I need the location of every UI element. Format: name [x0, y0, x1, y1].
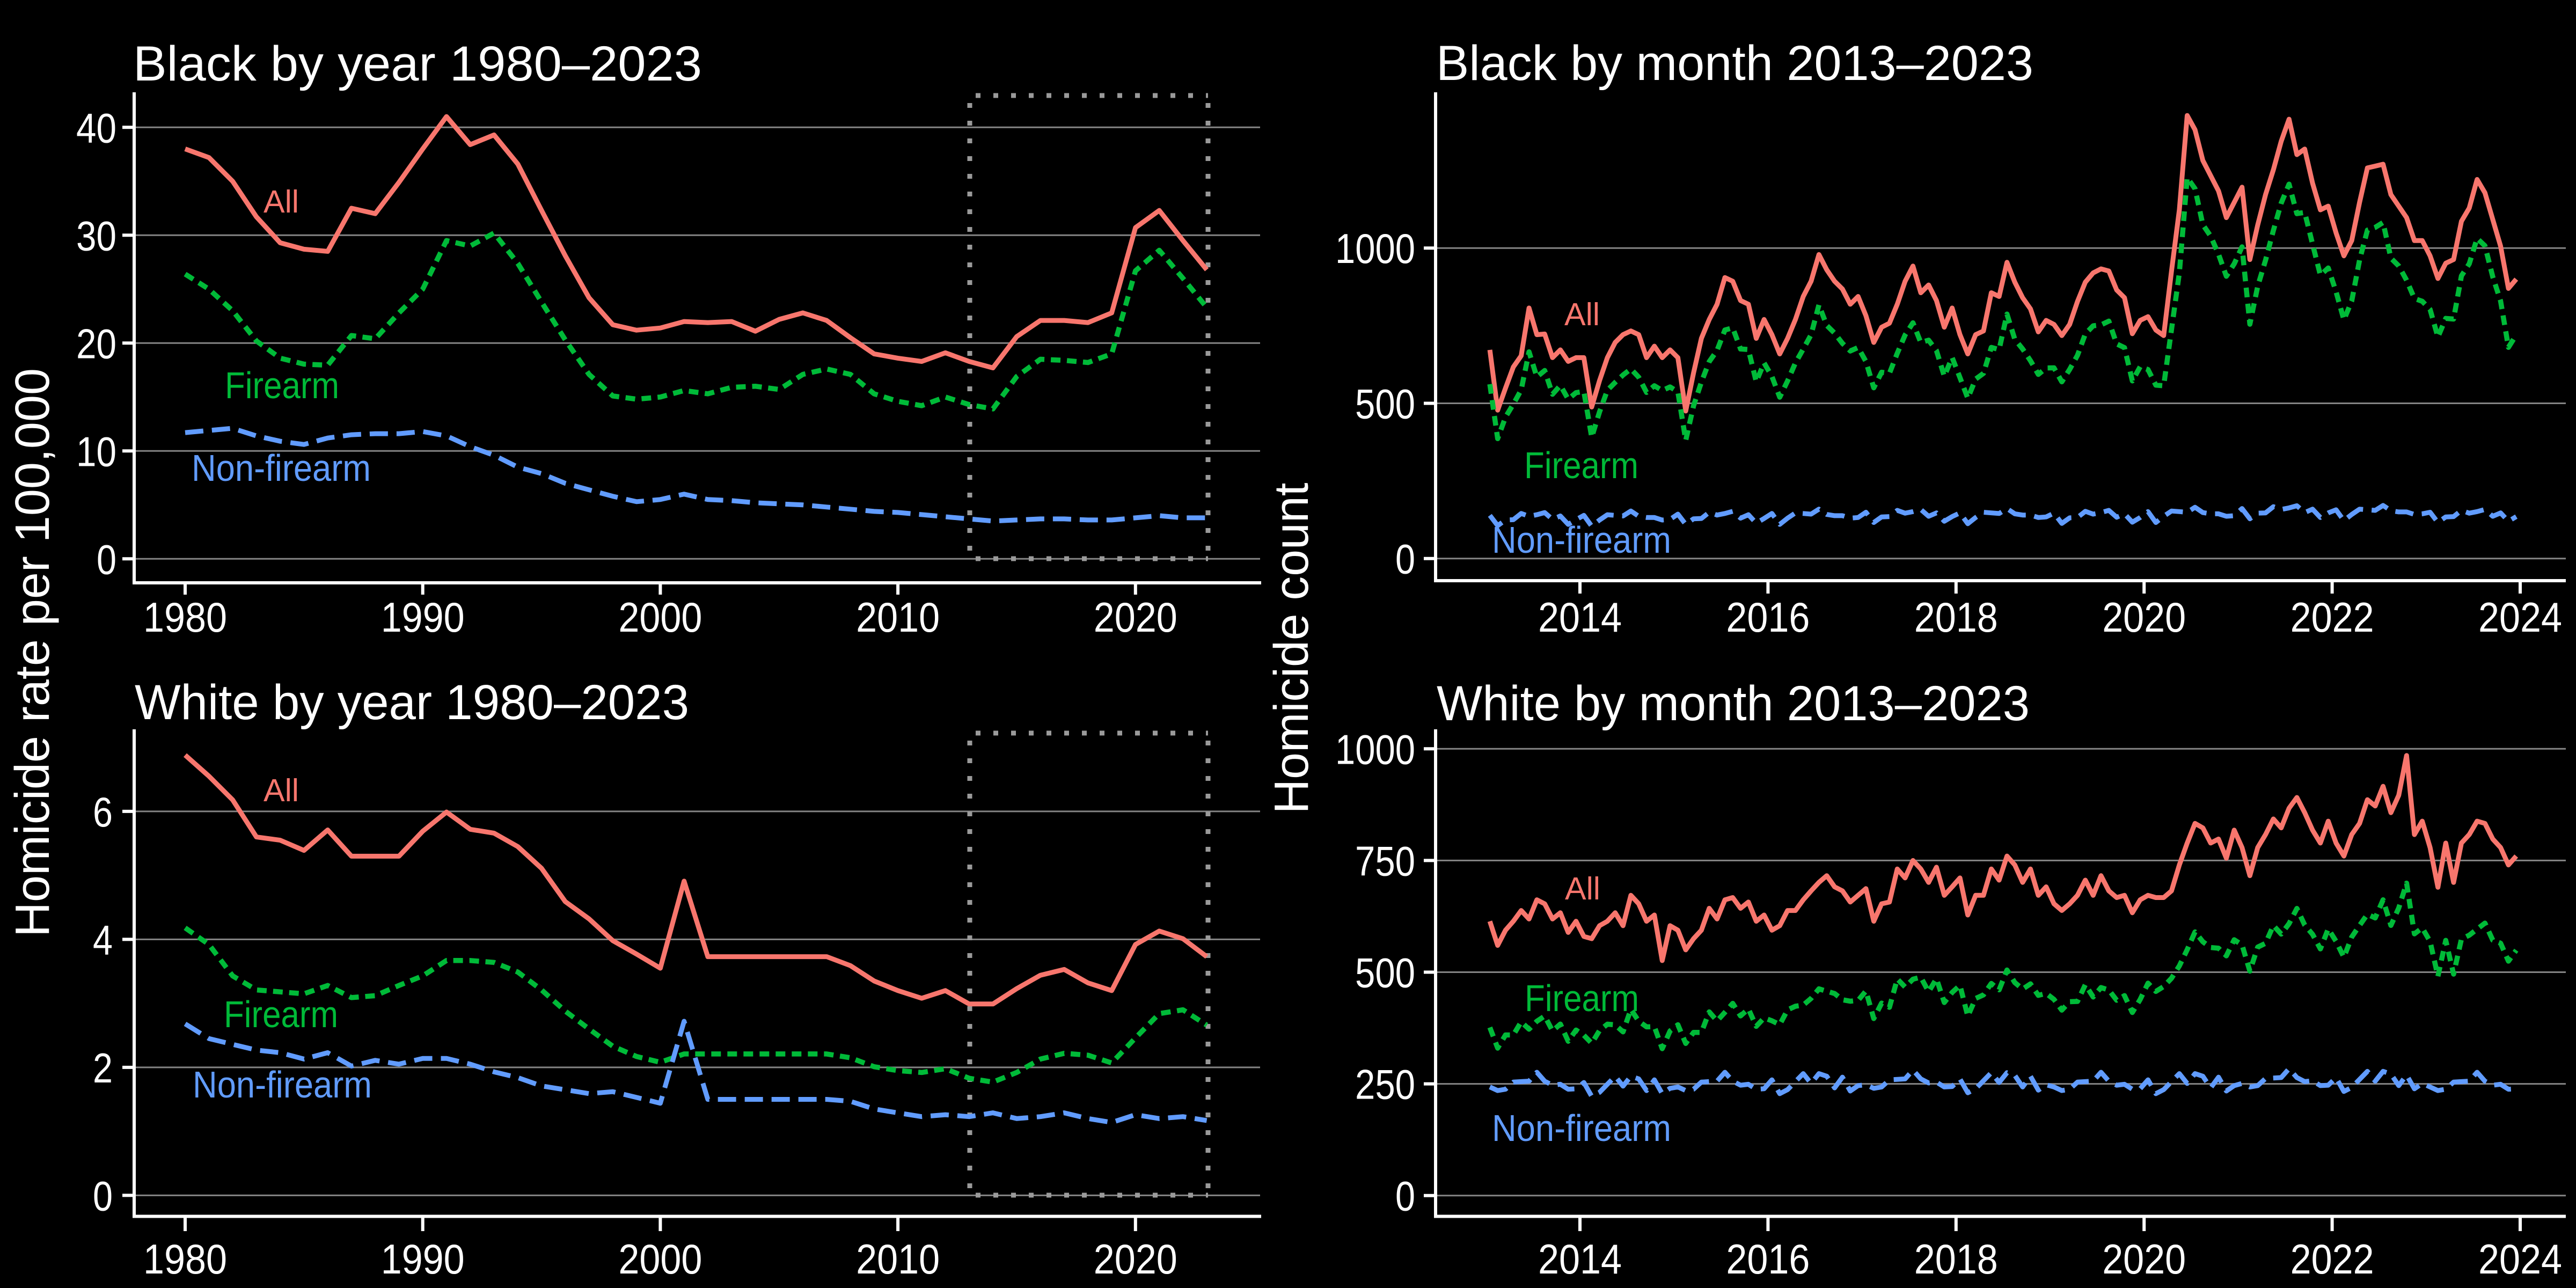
svg-text:4: 4 — [93, 916, 113, 963]
svg-text:2018: 2018 — [1914, 594, 1998, 641]
svg-text:Black by month 2013–2023: Black by month 2013–2023 — [1436, 36, 2033, 91]
svg-text:0: 0 — [97, 536, 116, 583]
svg-text:0: 0 — [1395, 536, 1415, 583]
svg-text:2020: 2020 — [1094, 594, 1177, 641]
svg-text:White by year 1980–2023: White by year 1980–2023 — [135, 675, 689, 730]
svg-text:Firearm: Firearm — [1525, 977, 1639, 1019]
svg-text:Non-firearm: Non-firearm — [1492, 519, 1671, 561]
svg-text:10: 10 — [76, 428, 116, 475]
svg-text:2010: 2010 — [856, 594, 940, 641]
svg-text:0: 0 — [1395, 1173, 1415, 1220]
svg-text:2020: 2020 — [1094, 1235, 1177, 1283]
svg-text:Non-firearm: Non-firearm — [192, 447, 371, 489]
svg-text:500: 500 — [1355, 380, 1415, 428]
svg-text:1990: 1990 — [381, 1235, 465, 1283]
svg-text:750: 750 — [1355, 837, 1415, 884]
svg-text:2014: 2014 — [1538, 594, 1622, 641]
svg-text:All: All — [1565, 871, 1600, 906]
svg-text:2024: 2024 — [2478, 1235, 2562, 1283]
svg-text:White by month 2013–2023: White by month 2013–2023 — [1437, 676, 2030, 731]
svg-text:2014: 2014 — [1538, 1235, 1622, 1283]
svg-text:2018: 2018 — [1914, 1235, 1998, 1283]
svg-text:2016: 2016 — [1726, 594, 1810, 641]
svg-text:2016: 2016 — [1726, 1235, 1810, 1283]
svg-text:20: 20 — [76, 320, 116, 367]
svg-text:2022: 2022 — [2290, 594, 2374, 641]
svg-text:2024: 2024 — [2478, 594, 2562, 641]
svg-text:Non-firearm: Non-firearm — [193, 1064, 372, 1106]
svg-text:2022: 2022 — [2290, 1235, 2374, 1283]
svg-text:2000: 2000 — [618, 1235, 702, 1283]
svg-text:All: All — [264, 773, 299, 808]
svg-text:2020: 2020 — [2102, 594, 2186, 641]
svg-text:Firearm: Firearm — [225, 364, 339, 406]
svg-text:1990: 1990 — [381, 594, 465, 641]
svg-text:1000: 1000 — [1335, 726, 1415, 773]
svg-text:6: 6 — [93, 788, 113, 836]
svg-text:Homicide count: Homicide count — [1265, 483, 1319, 814]
svg-text:0: 0 — [93, 1172, 113, 1219]
svg-text:Black by year 1980–2023: Black by year 1980–2023 — [133, 36, 702, 91]
svg-text:40: 40 — [76, 104, 116, 151]
svg-text:500: 500 — [1355, 949, 1415, 997]
svg-text:2020: 2020 — [2102, 1235, 2186, 1283]
svg-text:Homicide rate per 100,000: Homicide rate per 100,000 — [6, 368, 60, 937]
svg-text:2010: 2010 — [856, 1235, 940, 1283]
svg-text:Firearm: Firearm — [1524, 444, 1638, 486]
svg-text:1980: 1980 — [143, 594, 227, 641]
svg-text:1980: 1980 — [143, 1235, 227, 1283]
svg-text:All: All — [1564, 297, 1600, 332]
svg-text:2000: 2000 — [618, 594, 702, 641]
svg-text:2: 2 — [93, 1044, 113, 1092]
svg-text:250: 250 — [1355, 1061, 1415, 1108]
svg-text:All: All — [264, 184, 299, 219]
svg-text:Firearm: Firearm — [224, 993, 338, 1035]
svg-text:1000: 1000 — [1335, 225, 1415, 272]
svg-text:Non-firearm: Non-firearm — [1492, 1107, 1671, 1149]
svg-text:30: 30 — [76, 212, 116, 259]
